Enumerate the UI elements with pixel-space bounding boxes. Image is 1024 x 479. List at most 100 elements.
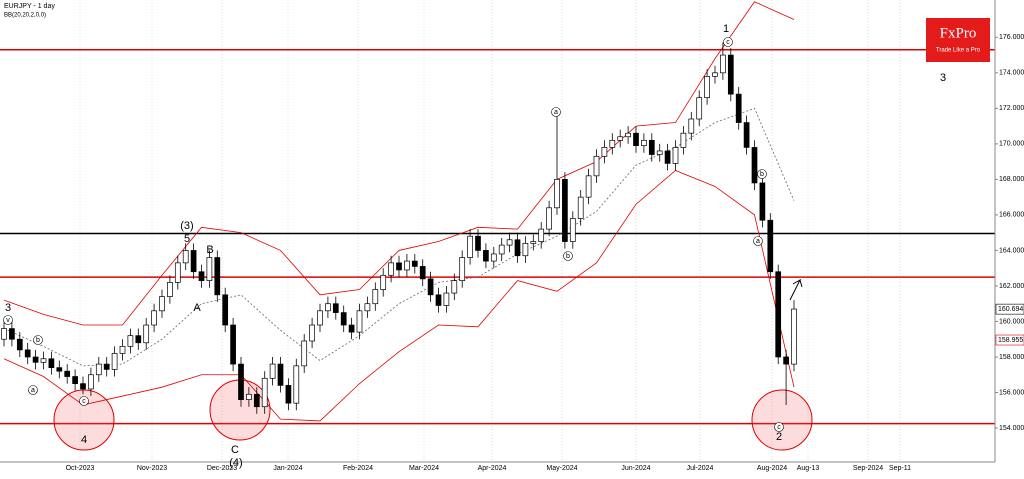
highlight-circle bbox=[751, 389, 813, 451]
candle-body bbox=[269, 363, 276, 379]
x-tick-label: Aug-13 bbox=[797, 465, 820, 472]
candle-body bbox=[522, 242, 529, 257]
candle-body bbox=[364, 303, 371, 312]
x-tick-label: Aug-2024 bbox=[757, 465, 787, 472]
candle-body bbox=[24, 349, 31, 358]
candle-body bbox=[720, 54, 726, 74]
candle-body bbox=[111, 353, 118, 370]
candle-body bbox=[554, 179, 560, 209]
candle-body bbox=[475, 235, 481, 251]
candle-body bbox=[190, 250, 197, 273]
y-tick-label: 154.000 bbox=[999, 425, 1024, 432]
wave-label: 3 bbox=[940, 72, 946, 84]
candle-body bbox=[135, 335, 142, 344]
candle-body bbox=[206, 257, 213, 281]
wave-label: (4) bbox=[229, 457, 242, 469]
x-tick-label: Feb-2024 bbox=[343, 465, 373, 472]
candle-body bbox=[727, 54, 734, 95]
price-tag-label: 160.694 bbox=[998, 306, 1023, 313]
price-tag bbox=[995, 303, 1024, 315]
y-tick-label: 172.000 bbox=[999, 105, 1024, 112]
y-tick-label: 176.000 bbox=[999, 34, 1024, 41]
candle-body bbox=[88, 374, 94, 390]
y-tick-label: 164.000 bbox=[999, 247, 1024, 254]
y-tick-label: 162.000 bbox=[999, 283, 1024, 290]
candle-body bbox=[704, 76, 710, 99]
bollinger-lower bbox=[3, 170, 795, 422]
candle-body bbox=[261, 377, 268, 408]
candle-body bbox=[246, 393, 252, 400]
candle-body bbox=[356, 310, 363, 333]
candle-body bbox=[451, 280, 458, 294]
bollinger-upper bbox=[3, 1, 795, 326]
candle-body bbox=[325, 303, 331, 312]
candle-body bbox=[64, 370, 71, 377]
candle-body bbox=[664, 150, 671, 164]
x-tick-label: Jan-2024 bbox=[273, 465, 302, 472]
x-tick-label: Nov-2023 bbox=[137, 465, 167, 472]
wave-label: C bbox=[231, 444, 239, 456]
candle-body bbox=[712, 72, 718, 77]
wave-label: v bbox=[6, 317, 10, 324]
candle-body bbox=[56, 367, 63, 372]
y-tick-label: 160.000 bbox=[999, 318, 1024, 325]
candle-body bbox=[80, 383, 86, 390]
candle-body bbox=[238, 363, 244, 400]
logo-brand: FxPro bbox=[940, 25, 977, 41]
candle-body bbox=[332, 303, 339, 313]
candle-body bbox=[688, 118, 695, 134]
candle-body bbox=[767, 219, 774, 273]
y-tick-label: 166.000 bbox=[999, 212, 1024, 219]
candle-body bbox=[293, 365, 300, 404]
wave-circle bbox=[3, 315, 13, 325]
candle-body bbox=[609, 139, 616, 148]
wave-label: 4 bbox=[81, 434, 87, 446]
candle-body bbox=[562, 179, 568, 242]
candle-body bbox=[680, 132, 687, 148]
candle-body bbox=[419, 266, 426, 280]
wave-circle bbox=[723, 37, 733, 47]
candle-body bbox=[253, 393, 260, 408]
candle-body bbox=[301, 340, 308, 367]
candle-body bbox=[617, 136, 624, 141]
candle-body bbox=[404, 260, 410, 271]
candle-body bbox=[48, 358, 55, 368]
x-tick-label: Jul-2024 bbox=[687, 465, 714, 472]
wave-label: b bbox=[36, 337, 40, 344]
wave-label: 2 bbox=[776, 431, 782, 443]
candle-body bbox=[735, 93, 742, 123]
candle-body bbox=[538, 228, 545, 242]
candle-body bbox=[435, 294, 442, 306]
candle-body bbox=[214, 257, 221, 296]
candle-body bbox=[585, 175, 592, 198]
candle-body bbox=[198, 271, 205, 281]
candle-body bbox=[103, 363, 110, 370]
wave-label: (3) bbox=[180, 220, 193, 232]
candle-body bbox=[317, 310, 323, 326]
candle-body bbox=[372, 289, 379, 305]
wave-label: a bbox=[31, 387, 35, 394]
candle-body bbox=[483, 250, 489, 262]
candle-body bbox=[759, 182, 766, 221]
x-tick-label: May-2024 bbox=[546, 465, 577, 472]
wave-label: 3 bbox=[5, 302, 11, 314]
wave-label: c bbox=[777, 424, 781, 431]
wave-circle bbox=[79, 396, 89, 406]
candle-body bbox=[143, 324, 150, 344]
price-tag-label: 158.955 bbox=[998, 337, 1023, 344]
x-tick-label: Mar-2024 bbox=[409, 465, 439, 472]
candle-body bbox=[743, 122, 750, 148]
y-tick-label: 156.000 bbox=[999, 389, 1024, 396]
candle-body bbox=[174, 262, 181, 283]
candle-body bbox=[656, 150, 663, 155]
y-tick-label: 170.000 bbox=[999, 141, 1024, 148]
plot-area bbox=[0, 1, 995, 451]
candle-body bbox=[672, 147, 679, 164]
x-tick-label: Oct-2023 bbox=[66, 465, 95, 472]
candle-body bbox=[641, 139, 647, 146]
candle-body bbox=[427, 278, 434, 296]
y-tick-label: 158.000 bbox=[999, 354, 1024, 361]
indicator-label: BB(20,20,2,0,0) bbox=[4, 13, 46, 19]
